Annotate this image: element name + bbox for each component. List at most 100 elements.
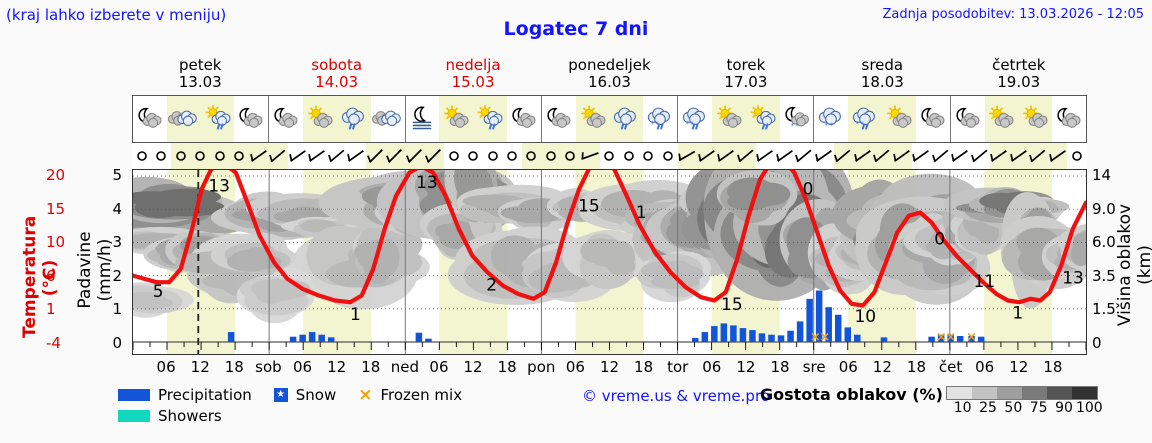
- x-label-18: 18: [906, 358, 926, 376]
- svg-text:*: *: [830, 121, 834, 130]
- cloud-height-tick: 9.0: [1092, 199, 1116, 218]
- x-label-06: 06: [565, 358, 585, 376]
- wind-barb-barb: [307, 143, 326, 169]
- legend: Precipitation ★ Snow × Frozen mix Shower…: [118, 384, 718, 426]
- cloud-density-scale: [946, 386, 1098, 400]
- weather-icon-night-cloudy: [916, 96, 950, 142]
- credit-link[interactable]: © vreme.us & vreme.pro: [582, 387, 770, 405]
- day-name: torek: [726, 56, 766, 74]
- cloud-density-step-100: [1072, 387, 1097, 399]
- svg-text:*: *: [795, 122, 799, 130]
- cloud-height-tick: 0: [1092, 334, 1102, 352]
- wind-barb-barb: [1047, 143, 1068, 169]
- x-label-sre: sre: [802, 358, 826, 376]
- wind-day-6: [951, 143, 1087, 169]
- x-label-18: 18: [497, 358, 517, 376]
- temperature-tick: 1: [46, 300, 56, 319]
- legend-snow-label: Snow: [295, 385, 337, 404]
- wind-day-5: [814, 143, 950, 169]
- precipitation-tick: 4: [112, 199, 122, 218]
- wind-barb-calm: [502, 143, 521, 169]
- icon-day-4: * * * *: [678, 96, 815, 142]
- weather-icon-sun-cloud-rain: [200, 96, 235, 142]
- svg-text:1: 1: [350, 305, 361, 325]
- cloud-density-label-90: 90: [1055, 400, 1073, 416]
- wind-barb-calm: [483, 143, 502, 169]
- cloud-density-step-10: [947, 387, 972, 399]
- day-name: sreda: [861, 56, 904, 74]
- svg-text:1: 1: [1012, 304, 1023, 324]
- wind-barb-barb: [327, 143, 346, 169]
- x-label-sob: sob: [255, 358, 282, 376]
- svg-text:*: *: [856, 120, 860, 128]
- x-label-12: 12: [190, 358, 210, 376]
- x-label-06: 06: [702, 358, 722, 376]
- wind-barb-barb: [951, 143, 970, 169]
- wind-barb-barb: [814, 143, 833, 169]
- wind-barb-calm: [541, 143, 561, 169]
- precipitation-tick: 2: [112, 266, 122, 285]
- svg-text:×: ×: [936, 330, 947, 345]
- day-header-4: torek 17.03: [678, 57, 814, 93]
- wind-barb-barb: [697, 143, 717, 169]
- day-name: nedelja: [445, 56, 501, 74]
- temperature-tick: 6: [46, 266, 56, 285]
- x-label-ned: ned: [390, 358, 419, 376]
- x-label-12: 12: [599, 358, 620, 376]
- x-label-18: 18: [361, 358, 381, 376]
- weather-icon-sun-cloud-rain: [745, 96, 780, 142]
- cloud-density-label-75: 75: [1029, 400, 1048, 416]
- icon-day-0: [133, 96, 270, 142]
- cloud-density-step-25: [972, 387, 997, 399]
- location-menu-hint[interactable]: (kraj lahko izberete v meniju): [6, 6, 227, 24]
- wind-barb-calm: [463, 143, 482, 169]
- wind-barb-strip: [132, 143, 1087, 169]
- weather-icon-sun-cloud: [439, 96, 474, 142]
- wind-day-0: [132, 143, 269, 169]
- precipitation-swatch: [118, 388, 150, 401]
- meteogram-plot: × × × × × 5 13 1 13 2 15 1 15 0 10 0 11 1 13: [132, 169, 1087, 355]
- day-name: ponedeljek: [568, 56, 651, 74]
- cloud-density-scale-labels: 10 25 50 75 90 100: [938, 400, 1110, 418]
- precipitation-tick: 0: [112, 334, 122, 352]
- legend-showers: Showers: [118, 407, 222, 425]
- svg-text:0: 0: [934, 229, 945, 249]
- x-label-06: 06: [156, 358, 176, 376]
- x-label-18: 18: [770, 358, 790, 376]
- wind-barb-calm: [170, 143, 191, 169]
- cloud-height-tick: 3.5: [1092, 266, 1116, 285]
- page-title: Logatec 7 dni: [503, 18, 649, 40]
- weather-icon-strip: * * * * * * * * * *: [132, 95, 1087, 143]
- wind-barb-barb: [677, 143, 698, 169]
- svg-text:0: 0: [803, 180, 814, 200]
- wind-barb-calm: [209, 143, 230, 169]
- weather-icon-sun-cloud-rain: [473, 96, 508, 142]
- svg-text:*: *: [825, 121, 829, 130]
- weather-icon-sun-cloud: [882, 96, 916, 142]
- svg-text:13: 13: [1062, 269, 1084, 289]
- cloud-density-legend-title: Gostota oblakov (%): [760, 385, 943, 404]
- weather-icon-night-cloudy: [1052, 96, 1086, 142]
- wind-barb-calm: [521, 143, 542, 169]
- wind-barb-calm: [658, 143, 677, 169]
- precipitation-tick: 5: [112, 166, 122, 184]
- day-header-0: petek 13.03: [132, 57, 268, 93]
- wind-barb-calm: [132, 143, 151, 169]
- svg-text:*: *: [690, 120, 694, 128]
- legend-frozen-mix-label: Frozen mix: [380, 385, 463, 404]
- x-label-18: 18: [1043, 358, 1063, 376]
- wind-barb-calm: [151, 143, 170, 169]
- svg-text:15: 15: [721, 295, 743, 315]
- showers-swatch: [118, 409, 150, 422]
- weather-icon-sun-cloud: [984, 96, 1019, 142]
- wind-barb-barb: [970, 143, 989, 169]
- x-label-06: 06: [429, 358, 449, 376]
- wind-barb-barb: [872, 143, 893, 169]
- icon-day-5: * * * *: [814, 96, 951, 142]
- weather-icon-sun-cloud: [711, 96, 746, 142]
- x-axis-labels: 06 12 18 sob 06 12 18 ned 06 12 18 pon 06 12 18 tor 06 12…: [132, 358, 1087, 378]
- cloud-density-label-100: 100: [1075, 400, 1103, 416]
- snow-icon: ★: [273, 387, 288, 402]
- precipitation-tick: 1: [112, 300, 122, 319]
- x-label-12: 12: [1009, 358, 1029, 376]
